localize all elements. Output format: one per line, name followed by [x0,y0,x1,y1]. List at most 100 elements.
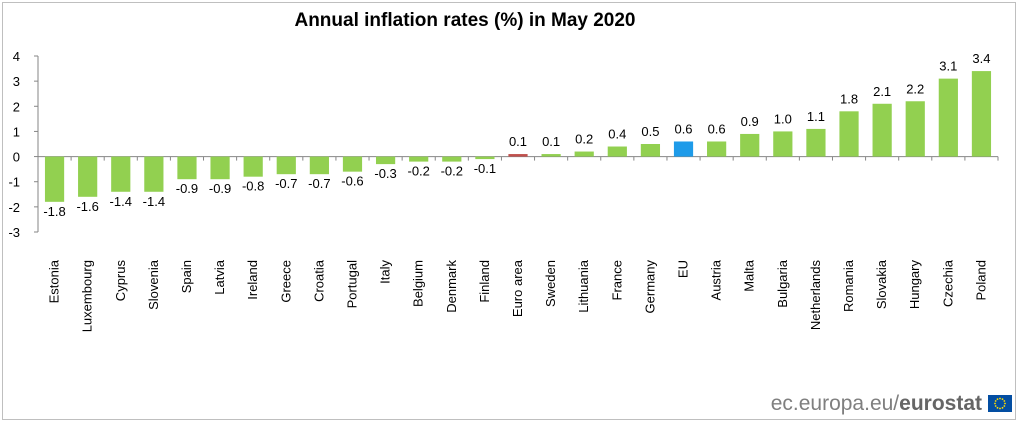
data-label: 0.4 [608,127,626,142]
x-category-label: Ireland [245,260,260,300]
data-label: 0.1 [542,134,560,149]
x-category-label: Latvia [212,259,227,294]
bar[interactable] [210,156,230,180]
data-label: 2.2 [906,81,924,96]
bar[interactable] [640,144,661,157]
y-tick-label: -1 [8,175,20,190]
x-category-label: Slovakia [874,259,889,309]
data-label: -0.7 [308,176,330,191]
x-category-label: Germany [642,260,657,314]
label-layer: -1.8 Estonia -1.6 Luxembourg -1.4 Cyprus -1.4 S… [43,51,990,332]
data-label: -0.3 [374,166,396,181]
y-tick-label: 1 [13,124,20,139]
x-category-label: Finland [477,260,492,303]
x-category-label: Luxembourg [80,260,95,332]
bar[interactable] [806,128,826,157]
bar[interactable] [276,156,296,175]
y-tick-label: 3 [13,74,20,89]
data-label: -0.9 [209,181,231,196]
bar[interactable] [938,78,958,157]
bar[interactable] [309,156,329,175]
bar[interactable] [78,156,98,197]
y-tick-label: 4 [13,49,20,64]
data-label: 1.1 [807,109,825,124]
y-tick-label: 0 [13,150,20,165]
data-label: 2.1 [873,84,891,99]
data-label: -0.6 [341,174,363,189]
bar[interactable] [971,71,992,157]
bar[interactable] [111,156,131,192]
data-label: -1.6 [76,199,98,214]
bar[interactable] [574,151,594,157]
data-label: -1.8 [43,204,65,219]
data-label: 1.8 [840,91,858,106]
source-url: ec.europa.eu/ [770,392,900,415]
bar[interactable] [44,156,65,202]
bar[interactable] [144,156,164,192]
bar[interactable] [707,141,727,157]
bar[interactable] [475,156,495,160]
x-category-label: EU [676,260,691,278]
bar[interactable] [905,101,925,157]
bar[interactable] [243,156,263,177]
x-category-label: Austria [709,259,724,300]
bar[interactable] [839,111,859,157]
data-label: -0.9 [176,181,198,196]
source-credit[interactable]: ec.europa.eu/eurostat [771,392,982,416]
x-category-label: Poland [973,260,988,300]
x-category-label: Euro area [510,259,525,317]
data-label: 0.1 [509,134,527,149]
x-category-label: Cyprus [113,260,128,302]
x-category-label: Malta [742,259,757,292]
x-category-label: France [609,260,624,300]
x-category-label: Belgium [411,260,426,307]
chart-title: Annual inflation rates (%) in May 2020 [294,10,636,31]
y-tick-label: -3 [8,225,20,240]
y-tick-label: -2 [8,200,20,215]
x-category-label: Slovenia [146,259,161,310]
x-category-label: Hungary [907,260,922,310]
x-category-label: Netherlands [808,260,823,331]
bar[interactable] [375,156,396,165]
y-tick-label: 2 [13,99,20,114]
x-category-label: Croatia [311,259,326,302]
x-category-label: Italy [378,260,393,284]
x-category-label: Romania [841,259,856,312]
x-category-label: Estonia [47,259,62,303]
data-label: 0.6 [674,121,692,136]
bar[interactable] [773,131,793,157]
eu-flag-icon [988,395,1012,412]
x-category-label: Sweden [543,260,558,307]
bar-layer [44,71,992,202]
bar[interactable] [740,133,760,157]
bar[interactable] [872,103,892,157]
data-label: 3.1 [939,59,957,74]
data-label: -0.7 [275,176,297,191]
source-brand: eurostat [899,392,982,415]
data-label: 0.2 [575,132,593,147]
bar[interactable] [342,156,363,172]
bar[interactable] [508,154,528,157]
x-category-label: Portugal [344,260,359,309]
x-category-label: Spain [179,260,194,293]
x-category-label: Czechia [940,259,955,307]
bar[interactable] [607,146,627,157]
bar[interactable] [409,156,429,162]
data-label: -0.2 [441,164,463,179]
data-label: -1.4 [110,194,132,209]
x-category-label: Greece [278,260,293,303]
bar[interactable] [442,156,462,162]
data-label: 0.5 [641,124,659,139]
bar[interactable] [673,141,694,157]
data-label: 0.9 [741,114,759,129]
bar[interactable] [541,154,561,157]
data-label: -1.4 [143,194,165,209]
data-label: 3.4 [972,51,990,66]
x-category-label: Bulgaria [775,259,790,307]
bar[interactable] [177,156,197,180]
x-category-label: Lithuania [576,259,591,313]
x-category-label: Denmark [444,260,459,313]
data-label: -0.8 [242,179,264,194]
